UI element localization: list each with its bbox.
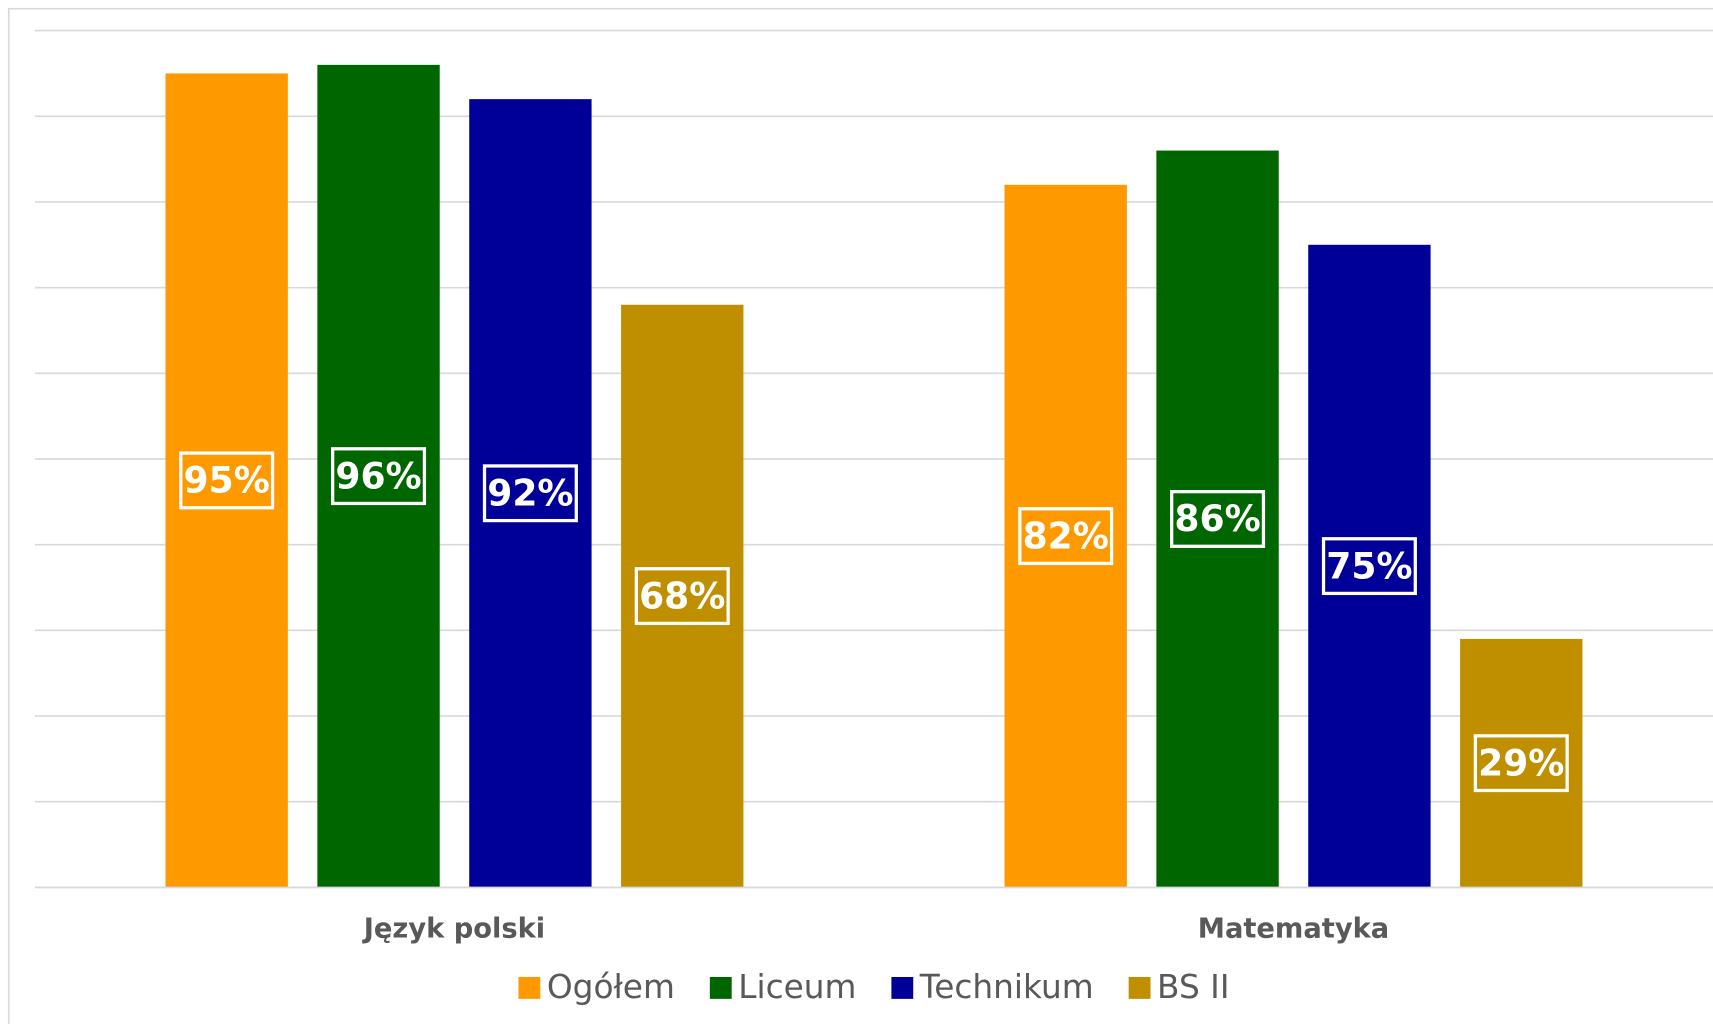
value-label: 96%: [335, 455, 421, 497]
bar: [1004, 184, 1127, 888]
bar: [317, 64, 440, 888]
legend-label: Liceum: [738, 968, 856, 1006]
value-label: 92%: [487, 472, 573, 514]
x-tick-label: Język polski: [362, 914, 545, 945]
x-tick-label: Matematyka: [1198, 914, 1389, 945]
bar: [1308, 244, 1431, 888]
value-label-box: [179, 451, 275, 510]
legend-label: BS II: [1157, 968, 1229, 1006]
bar: [1460, 638, 1583, 888]
value-label-box: [1321, 537, 1417, 596]
legend-label: Technikum: [919, 968, 1094, 1006]
value-label: 68%: [639, 575, 725, 617]
value-label-box: [331, 447, 427, 506]
bar: [469, 99, 592, 888]
value-label: 86%: [1174, 498, 1260, 540]
bar: [621, 304, 744, 888]
legend-swatch: [891, 977, 914, 999]
value-label: 95%: [184, 460, 270, 502]
bar: [165, 73, 288, 888]
value-label-box: [1018, 507, 1114, 566]
legend-swatch: [1128, 977, 1151, 999]
bar: [1156, 150, 1279, 888]
value-label-box: [634, 567, 730, 626]
value-label-box: [1473, 734, 1569, 793]
legend-swatch: [518, 977, 541, 999]
value-label: 29%: [1478, 742, 1564, 784]
legend-swatch: [709, 977, 732, 999]
value-label: 75%: [1326, 545, 1412, 587]
value-label-box: [482, 464, 578, 523]
value-label-box: [1170, 490, 1266, 548]
value-label: 82%: [1023, 515, 1109, 557]
legend-label: Ogółem: [547, 968, 675, 1006]
